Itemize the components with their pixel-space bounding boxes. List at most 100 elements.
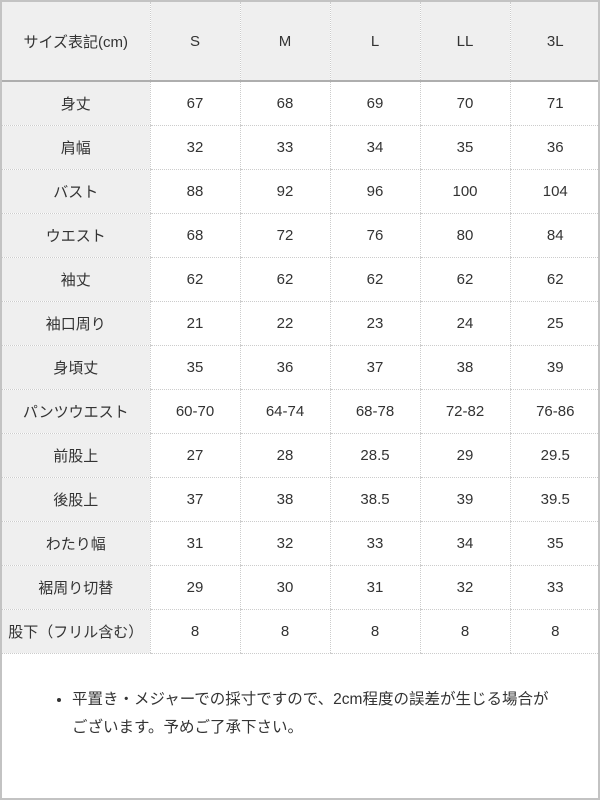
- value-cell: 32: [239, 521, 330, 566]
- table-row: バスト 88 92 96 100 104: [2, 169, 598, 214]
- row-label-cell: バスト: [2, 169, 150, 214]
- header-cell-size-ll: LL: [419, 2, 510, 82]
- row-label-cell: 袖丈: [2, 257, 150, 302]
- value-cell: 68: [149, 213, 240, 258]
- table-row: 股下（フリル含む） 8 8 8 8 8: [2, 609, 598, 654]
- value-cell: 8: [509, 609, 598, 654]
- value-cell: 62: [419, 257, 510, 302]
- value-cell: 36: [239, 345, 330, 390]
- value-cell: 38: [239, 477, 330, 522]
- value-cell: 104: [509, 169, 598, 214]
- value-cell: 31: [329, 565, 420, 610]
- value-cell: 8: [149, 609, 240, 654]
- table-row: 袖口周り 21 22 23 24 25: [2, 301, 598, 346]
- size-table-header: サイズ表記(cm) S M L LL 3L: [2, 2, 598, 82]
- table-row: 裾周り切替 29 30 31 32 33: [2, 565, 598, 610]
- value-cell: 62: [509, 257, 598, 302]
- measurement-disclaimer-note: 平置き・メジャーでの採寸ですので、2cm程度の誤差が生じる場合がございます。予め…: [72, 686, 550, 742]
- table-row: ウエスト 68 72 76 80 84: [2, 213, 598, 258]
- value-cell: 32: [419, 565, 510, 610]
- value-cell: 67: [149, 81, 240, 126]
- value-cell: 35: [419, 125, 510, 170]
- value-cell: 24: [419, 301, 510, 346]
- value-cell: 92: [239, 169, 330, 214]
- note-section: 平置き・メジャーでの採寸ですので、2cm程度の誤差が生じる場合がございます。予め…: [2, 686, 568, 742]
- value-cell: 34: [329, 125, 420, 170]
- header-cell-label: サイズ表記(cm): [2, 2, 150, 82]
- value-cell: 76-86: [509, 389, 598, 434]
- value-cell: 39: [509, 345, 598, 390]
- value-cell: 39.5: [509, 477, 598, 522]
- value-cell: 8: [419, 609, 510, 654]
- value-cell: 80: [419, 213, 510, 258]
- value-cell: 69: [329, 81, 420, 126]
- value-cell: 38.5: [329, 477, 420, 522]
- table-row: 身丈 67 68 69 70 71: [2, 81, 598, 126]
- header-cell-size-3l: 3L: [509, 2, 598, 82]
- header-cell-size-s: S: [149, 2, 240, 82]
- value-cell: 8: [329, 609, 420, 654]
- value-cell: 32: [149, 125, 240, 170]
- size-table-body: 身丈 67 68 69 70 71 肩幅 32 33 34 35 36 バスト …: [2, 81, 598, 654]
- value-cell: 28.5: [329, 433, 420, 478]
- header-cell-size-m: M: [239, 2, 330, 82]
- table-row: 後股上 37 38 38.5 39 39.5: [2, 477, 598, 522]
- value-cell: 39: [419, 477, 510, 522]
- value-cell: 29: [149, 565, 240, 610]
- table-row: 肩幅 32 33 34 35 36: [2, 125, 598, 170]
- value-cell: 29: [419, 433, 510, 478]
- value-cell: 33: [329, 521, 420, 566]
- value-cell: 68: [239, 81, 330, 126]
- value-cell: 35: [509, 521, 598, 566]
- size-chart-table: サイズ表記(cm) S M L LL 3L 身丈 67 68 69 70 71 …: [2, 2, 598, 654]
- header-row: サイズ表記(cm) S M L LL 3L: [2, 2, 598, 82]
- value-cell: 76: [329, 213, 420, 258]
- value-cell: 28: [239, 433, 330, 478]
- value-cell: 62: [329, 257, 420, 302]
- row-label-cell: 前股上: [2, 433, 150, 478]
- value-cell: 25: [509, 301, 598, 346]
- value-cell: 64-74: [239, 389, 330, 434]
- value-cell: 36: [509, 125, 598, 170]
- table-row: 身頃丈 35 36 37 38 39: [2, 345, 598, 390]
- value-cell: 23: [329, 301, 420, 346]
- value-cell: 35: [149, 345, 240, 390]
- value-cell: 84: [509, 213, 598, 258]
- row-label-cell: 肩幅: [2, 125, 150, 170]
- value-cell: 33: [509, 565, 598, 610]
- value-cell: 33: [239, 125, 330, 170]
- table-row: 袖丈 62 62 62 62 62: [2, 257, 598, 302]
- row-label-cell: 裾周り切替: [2, 565, 150, 610]
- row-label-cell: 袖口周り: [2, 301, 150, 346]
- value-cell: 21: [149, 301, 240, 346]
- value-cell: 37: [329, 345, 420, 390]
- value-cell: 30: [239, 565, 330, 610]
- value-cell: 34: [419, 521, 510, 566]
- table-row: わたり幅 31 32 33 34 35: [2, 521, 598, 566]
- value-cell: 29.5: [509, 433, 598, 478]
- value-cell: 100: [419, 169, 510, 214]
- table-row: 前股上 27 28 28.5 29 29.5: [2, 433, 598, 478]
- value-cell: 72: [239, 213, 330, 258]
- value-cell: 96: [329, 169, 420, 214]
- value-cell: 22: [239, 301, 330, 346]
- value-cell: 31: [149, 521, 240, 566]
- row-label-cell: 後股上: [2, 477, 150, 522]
- row-label-cell: わたり幅: [2, 521, 150, 566]
- value-cell: 68-78: [329, 389, 420, 434]
- row-label-cell: パンツウエスト: [2, 389, 150, 434]
- value-cell: 27: [149, 433, 240, 478]
- value-cell: 71: [509, 81, 598, 126]
- row-label-cell: ウエスト: [2, 213, 150, 258]
- row-label-cell: 身丈: [2, 81, 150, 126]
- row-label-cell: 股下（フリル含む）: [2, 609, 150, 654]
- value-cell: 62: [149, 257, 240, 302]
- value-cell: 62: [239, 257, 330, 302]
- value-cell: 72-82: [419, 389, 510, 434]
- value-cell: 37: [149, 477, 240, 522]
- value-cell: 88: [149, 169, 240, 214]
- value-cell: 38: [419, 345, 510, 390]
- row-label-cell: 身頃丈: [2, 345, 150, 390]
- value-cell: 60-70: [149, 389, 240, 434]
